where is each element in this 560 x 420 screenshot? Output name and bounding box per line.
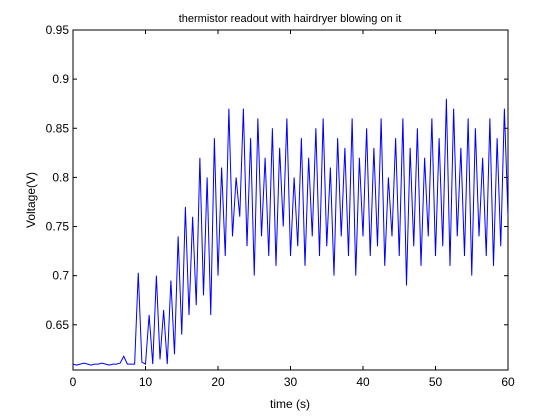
y-tick-label: 0.7 [52, 269, 69, 283]
y-tick-label: 0.95 [46, 23, 70, 37]
x-tick-label: 40 [356, 375, 370, 389]
x-tick-label: 30 [284, 375, 298, 389]
y-tick-label: 0.85 [46, 121, 70, 135]
x-tick-label: 10 [139, 375, 153, 389]
y-tick-label: 0.8 [52, 170, 69, 184]
x-tick-label: 0 [70, 375, 77, 389]
y-tick-label: 0.75 [46, 220, 70, 234]
x-tick-label: 60 [501, 375, 515, 389]
chart-title: thermistor readout with hairdryer blowin… [179, 13, 402, 25]
data-line [72, 98, 509, 366]
y-tick-label: 0.65 [46, 318, 70, 332]
x-tick-label: 50 [429, 375, 443, 389]
y-tick-label: 0.9 [52, 72, 69, 86]
x-axis-label: time (s) [270, 397, 310, 411]
x-tick-label: 20 [211, 375, 225, 389]
y-axis-label: Voltage(V) [24, 172, 38, 228]
